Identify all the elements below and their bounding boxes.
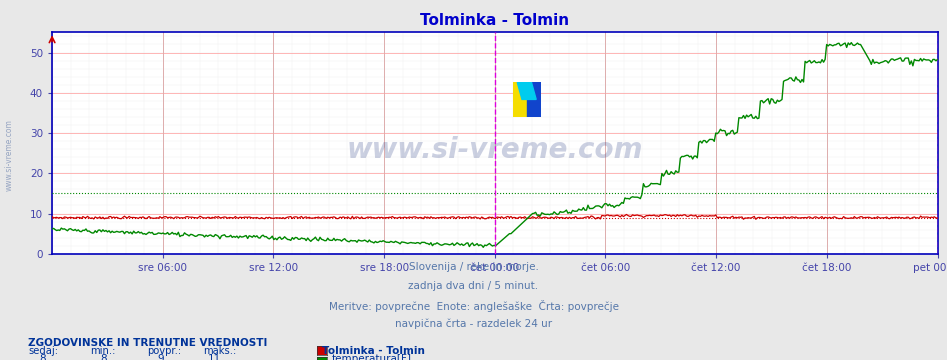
Text: Meritve: povprečne  Enote: anglešaške  Črta: povprečje: Meritve: povprečne Enote: anglešaške Črt… [329, 300, 618, 311]
Text: www.si-vreme.com: www.si-vreme.com [347, 136, 643, 164]
Text: zadnja dva dni / 5 minut.: zadnja dva dni / 5 minut. [408, 281, 539, 291]
Text: Tolminka - Tolmin: Tolminka - Tolmin [322, 346, 425, 356]
Text: 11: 11 [207, 354, 221, 360]
Text: 8: 8 [100, 354, 107, 360]
Text: povpr.:: povpr.: [147, 346, 181, 356]
Text: ZGODOVINSKE IN TRENUTNE VREDNOSTI: ZGODOVINSKE IN TRENUTNE VREDNOSTI [28, 338, 268, 348]
Text: 8: 8 [39, 354, 45, 360]
Text: navpična črta - razdelek 24 ur: navpična črta - razdelek 24 ur [395, 318, 552, 329]
Text: temperatura[F]: temperatura[F] [331, 354, 411, 360]
Text: min.:: min.: [90, 346, 116, 356]
Title: Tolminka - Tolmin: Tolminka - Tolmin [420, 13, 569, 28]
Bar [512, 82, 527, 117]
Text: maks.:: maks.: [204, 346, 237, 356]
Polygon shape [517, 82, 536, 99]
Text: 9: 9 [157, 354, 164, 360]
Text: sedaj:: sedaj: [28, 346, 59, 356]
Bar [527, 82, 541, 117]
Text: Slovenija / reke in morje.: Slovenija / reke in morje. [408, 262, 539, 272]
Text: www.si-vreme.com: www.si-vreme.com [5, 119, 14, 191]
